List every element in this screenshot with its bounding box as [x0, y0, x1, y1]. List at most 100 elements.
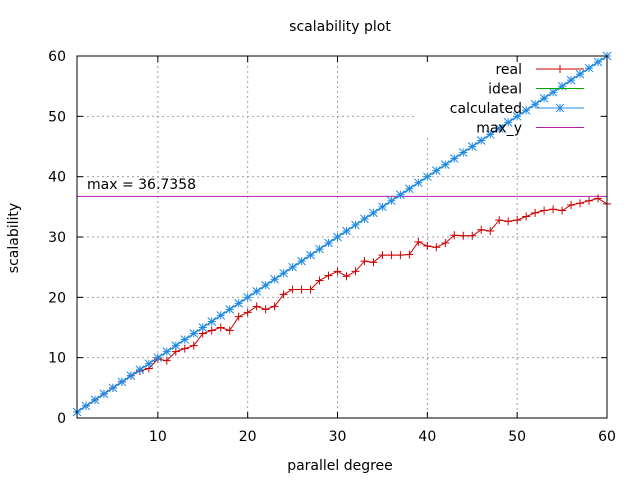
data-point-calculated [467, 142, 477, 151]
y-tick-label: 30 [48, 230, 66, 246]
data-point-real [216, 323, 225, 332]
y-axis-label: scalability [6, 203, 22, 273]
x-tick-label: 10 [149, 429, 167, 445]
data-point-real [333, 267, 342, 276]
data-point-real [540, 206, 549, 215]
data-point-calculated [342, 226, 351, 236]
data-point-calculated [566, 75, 576, 85]
data-point-calculated [584, 63, 594, 73]
x-tick-label: 30 [329, 429, 347, 445]
data-point-calculated [557, 81, 567, 91]
grid [77, 56, 607, 418]
data-point-calculated [512, 111, 522, 121]
legend-label-calculated: calculated [450, 101, 522, 117]
data-point-real [225, 326, 234, 335]
data-point-real [468, 231, 477, 240]
data-point-calculated [575, 69, 585, 79]
data-point-calculated [99, 389, 109, 399]
data-point-real [279, 290, 288, 299]
data-point-calculated [81, 401, 91, 411]
data-point-calculated [234, 299, 244, 308]
data-point-calculated [153, 353, 163, 363]
data-point-real [513, 216, 522, 225]
data-point-calculated [198, 323, 208, 332]
data-point-calculated [180, 335, 190, 344]
data-point-calculated [440, 160, 450, 169]
data-point-real [324, 271, 333, 280]
data-point-calculated [261, 280, 270, 290]
data-point-real [288, 285, 297, 294]
legend-label-real: real [495, 62, 522, 78]
data-point-calculated [279, 268, 288, 278]
data-point-calculated [252, 286, 262, 296]
data-point-calculated [351, 220, 360, 230]
data-point-calculated [171, 341, 181, 350]
data-point-calculated [521, 105, 531, 115]
y-tick-label: 20 [48, 290, 66, 306]
data-point-calculated [189, 329, 199, 338]
data-point-real [252, 302, 261, 311]
data-point-real [495, 216, 504, 225]
data-point-real [594, 194, 603, 203]
data-point-real [270, 302, 279, 311]
y-tick-label: 10 [48, 351, 66, 367]
series-calculated [72, 51, 612, 417]
data-point-calculated [405, 184, 414, 194]
data-point-calculated [315, 244, 324, 254]
data-point-calculated [431, 166, 441, 175]
data-point-real [585, 196, 594, 205]
data-point-calculated [360, 214, 369, 224]
legend-label-ideal: ideal [488, 82, 522, 98]
data-point-calculated [297, 256, 306, 266]
data-point-real [396, 251, 405, 260]
data-point-calculated [485, 130, 495, 139]
data-point-real [414, 237, 423, 246]
series-layer [72, 51, 612, 417]
data-point-calculated [135, 365, 145, 375]
legend: real ideal calculated max_y [450, 62, 584, 137]
data-point-calculated [476, 136, 486, 145]
data-point-real [450, 231, 459, 240]
data-point-calculated [378, 202, 387, 212]
data-point-real [459, 231, 468, 240]
data-point-real [315, 276, 324, 285]
data-point-calculated [369, 208, 378, 218]
data-point-real [477, 225, 486, 234]
data-point-calculated [324, 238, 333, 248]
data-point-calculated [270, 274, 279, 284]
data-point-real [423, 242, 432, 251]
data-point-real [234, 312, 243, 321]
data-point-calculated [207, 317, 217, 326]
data-point-real [189, 341, 198, 350]
data-point-real [378, 251, 387, 260]
data-point-real [162, 356, 171, 365]
data-point-calculated [216, 311, 226, 320]
y-tick-label: 60 [48, 49, 66, 65]
data-point-calculated [387, 196, 396, 206]
x-tick-label: 40 [418, 429, 436, 445]
data-point-calculated [108, 383, 118, 393]
data-point-real [441, 239, 450, 248]
data-point-calculated [306, 250, 315, 260]
data-point-calculated [530, 99, 540, 109]
data-point-calculated [162, 347, 172, 356]
data-point-real [243, 308, 252, 317]
data-point-real [351, 267, 360, 276]
data-point-calculated [548, 87, 558, 97]
x-tick-label: 20 [239, 429, 257, 445]
data-point-calculated [333, 232, 342, 242]
data-point-calculated [90, 395, 100, 405]
data-point-calculated [494, 124, 504, 133]
data-point-real [261, 305, 270, 314]
data-point-real [432, 243, 441, 252]
data-point-calculated [593, 57, 603, 67]
data-point-real [549, 205, 558, 214]
data-point-calculated [117, 377, 127, 387]
chart-title: scalability plot [289, 19, 391, 35]
data-point-real [504, 217, 513, 226]
data-point-calculated [288, 262, 297, 272]
data-point-real [405, 250, 414, 259]
data-point-real [342, 272, 351, 281]
data-point-real [567, 201, 576, 210]
